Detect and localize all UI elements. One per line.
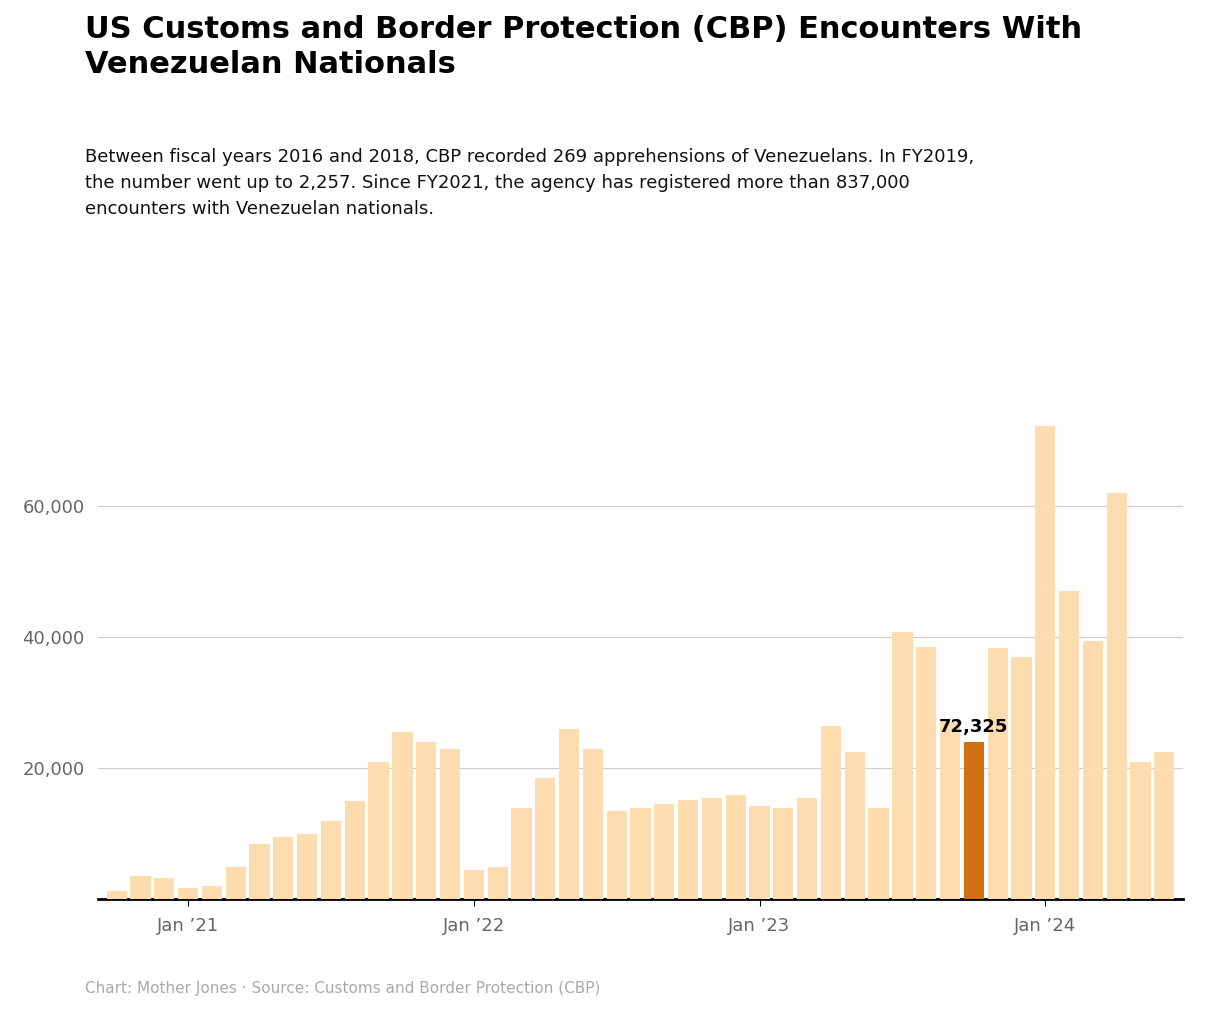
Bar bbox=[1059, 592, 1080, 899]
Bar bbox=[678, 800, 698, 899]
Bar bbox=[321, 821, 342, 899]
Bar bbox=[559, 729, 580, 899]
Bar bbox=[821, 726, 841, 899]
Bar bbox=[296, 834, 317, 899]
Text: 72,325: 72,325 bbox=[939, 718, 1009, 736]
Bar bbox=[773, 807, 793, 899]
Bar bbox=[1107, 494, 1127, 899]
Text: US Customs and Border Protection (CBP) Encounters With
Venezuelan Nationals: US Customs and Border Protection (CBP) E… bbox=[85, 15, 1082, 79]
Bar bbox=[154, 878, 174, 899]
Bar bbox=[964, 742, 985, 899]
Bar bbox=[1011, 657, 1032, 899]
Bar bbox=[344, 801, 365, 899]
Bar bbox=[201, 886, 222, 899]
Bar bbox=[273, 837, 294, 899]
Bar bbox=[226, 867, 245, 899]
Bar bbox=[1131, 761, 1150, 899]
Bar bbox=[749, 806, 770, 899]
Bar bbox=[606, 810, 627, 899]
Bar bbox=[1154, 752, 1175, 899]
Bar bbox=[916, 647, 937, 899]
Bar bbox=[368, 761, 389, 899]
Bar bbox=[249, 844, 270, 899]
Bar bbox=[416, 742, 437, 899]
Bar bbox=[488, 867, 508, 899]
Bar bbox=[106, 891, 127, 899]
Bar bbox=[939, 723, 960, 899]
Bar bbox=[178, 887, 198, 899]
Bar bbox=[869, 807, 888, 899]
Bar bbox=[892, 632, 913, 899]
Bar bbox=[702, 798, 722, 899]
Bar bbox=[464, 870, 484, 899]
Bar bbox=[583, 749, 603, 899]
Bar bbox=[1083, 641, 1103, 899]
Bar bbox=[440, 749, 460, 899]
Bar bbox=[726, 794, 745, 899]
Bar bbox=[131, 877, 150, 899]
Bar bbox=[987, 648, 1008, 899]
Bar bbox=[654, 804, 675, 899]
Bar bbox=[1036, 425, 1055, 899]
Bar bbox=[393, 733, 412, 899]
Bar bbox=[631, 807, 650, 899]
Bar bbox=[797, 798, 817, 899]
Bar bbox=[844, 752, 865, 899]
Text: Chart: Mother Jones · Source: Customs and Border Protection (CBP): Chart: Mother Jones · Source: Customs an… bbox=[85, 981, 600, 996]
Bar bbox=[536, 778, 555, 899]
Text: Between fiscal years 2016 and 2018, CBP recorded 269 apprehensions of Venezuelan: Between fiscal years 2016 and 2018, CBP … bbox=[85, 148, 975, 218]
Bar bbox=[511, 807, 532, 899]
